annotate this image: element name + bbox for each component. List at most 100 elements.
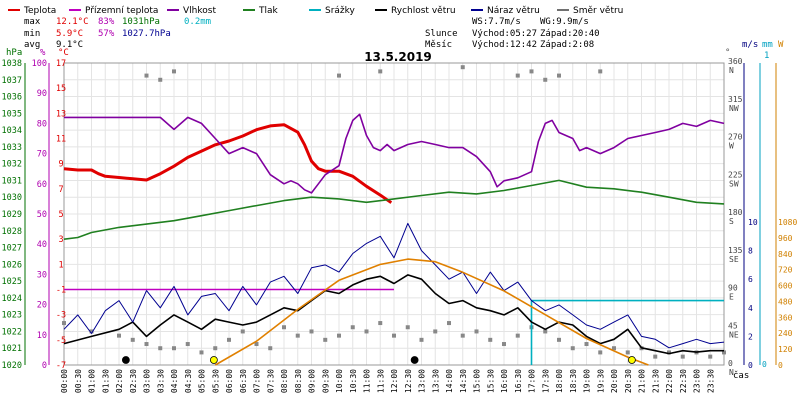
humidity-axis-unit: % [40,48,46,58]
direction-tick-deg: 0 [728,359,733,368]
pressure-tick: 1026 [2,260,22,270]
pressure-tick: 1025 [2,277,22,287]
x-tick-label: 17:00 [528,369,537,393]
humidity-tick: 50 [37,210,47,220]
pressure-tick: 1029 [2,210,22,220]
wind-direction-point [543,77,548,82]
humidity-tick: 70 [37,150,47,160]
x-tick-label: 13:30 [431,369,440,393]
legend-label: Rychlost větru [391,6,456,16]
humidity-tick: 20 [37,301,47,311]
wind-direction-point [172,69,176,74]
pressure-tick: 1030 [2,193,22,203]
x-tick-label: 07:00 [253,369,262,393]
legend: Teplota Přízemní teplota Vlhkost Tlak Srážky… [8,6,623,16]
wind-direction-point [598,350,603,355]
wind-direction-point [144,73,149,78]
pressure-tick: 1023 [2,311,22,321]
x-tick-label: 14:30 [459,369,468,393]
wind-direction-point [117,333,121,338]
wind-direction-point [708,354,713,359]
humidity-tick: 0 [42,361,47,371]
wind-direction-point [185,342,190,347]
x-tick-label: 10:30 [349,369,358,393]
pressure-tick: 1037 [2,76,22,86]
pressure-tick: 1020 [2,361,22,371]
sunset: Západ:20:40 [540,29,600,39]
humidity-tick: 90 [37,89,47,99]
wind-direction-point [62,321,66,326]
direction-tick-dir: E [729,293,734,302]
direction-axis-unit: ° [725,48,730,58]
stats-avg-temp: 9.1°C [56,40,83,50]
direction-tick-dir: SW [729,179,739,188]
wind-tick: 6 [748,275,753,284]
temperature-tick: 1 [58,260,63,270]
x-tick-label: 18:00 [555,369,564,393]
direction-tick-dir: N [729,66,734,75]
pressure-tick: 1028 [2,227,22,237]
humidity-tick: 100 [32,59,47,69]
x-tick-label: 15:30 [486,369,495,393]
wind-direction-point [158,77,163,82]
direction-tick-dir: SE [729,255,739,264]
legend-label: Směr větru [573,6,623,16]
radiation-tick: 360 [778,313,793,322]
pressure-tick: 1021 [2,344,22,354]
wind-direction-point [282,325,286,330]
wind-direction-point [612,346,616,351]
direction-tick-dir: N [729,368,734,377]
wind-direction-point [502,342,506,347]
x-tick-label: 20:00 [610,369,619,393]
plot-area: 1038103710361035103410331032103110301029… [2,57,798,393]
x-tick-label: 17:30 [541,369,550,393]
stats-min-hum: 57% [98,29,115,39]
pressure-tick: 1022 [2,327,22,337]
series-line-teplota [63,123,393,204]
wind-direction-point [722,350,726,355]
x-tick-label: 11:30 [376,369,385,393]
wind-direction-point [474,329,479,334]
wind-direction-point [309,329,314,334]
axis-headers: hPa % °C ° m/s mm W 1 čas [6,40,784,381]
x-tick-label: 10:00 [335,369,344,393]
sunrise: Východ:05:27 [472,29,537,39]
wind-direction-point [598,69,603,74]
x-tick-label: 00:30 [74,369,83,393]
moon-marker [121,356,130,364]
radiation-tick: 720 [778,266,793,275]
x-tick-label: 03:30 [156,369,165,393]
wind-direction-point [405,325,410,330]
series-line-solar [214,258,649,366]
wind-direction-point [543,329,548,334]
direction-tick-deg: 180 [728,208,743,217]
humidity-tick: 60 [37,180,47,190]
x-tick-label: 09:00 [308,369,317,393]
wind-direction-point [488,337,493,342]
legend-label: Teplota [23,6,56,16]
wind-direction-point [447,321,451,326]
stats-min-temp: 5.9°C [56,29,83,39]
wind-direction-point [460,65,465,70]
moon-label: Měsíc [425,40,452,50]
x-tick-label: 06:30 [239,369,248,393]
wind-direction-point [433,329,438,334]
wind-direction-point [364,329,369,334]
wind-direction-point [378,69,383,74]
temperature-tick: -1 [56,286,66,296]
x-tick-label: 21:30 [651,369,660,393]
wind-tick: 4 [748,304,753,313]
radiation-tick: 1080 [778,218,797,227]
pressure-tick: 1035 [2,109,22,119]
direction-tick-deg: 45 [728,321,738,330]
direction-tick-deg: 90 [728,284,738,293]
temperature-tick: 15 [56,84,66,94]
humidity-tick: 10 [37,331,47,341]
wind-direction-point [254,342,259,347]
chart-title: 13.5.2019 [364,50,432,64]
wind-direction-point [667,350,671,355]
stats-min-label: min [24,29,40,39]
direction-tick-deg: 315 [728,95,743,104]
pressure-tick: 1033 [2,143,22,153]
